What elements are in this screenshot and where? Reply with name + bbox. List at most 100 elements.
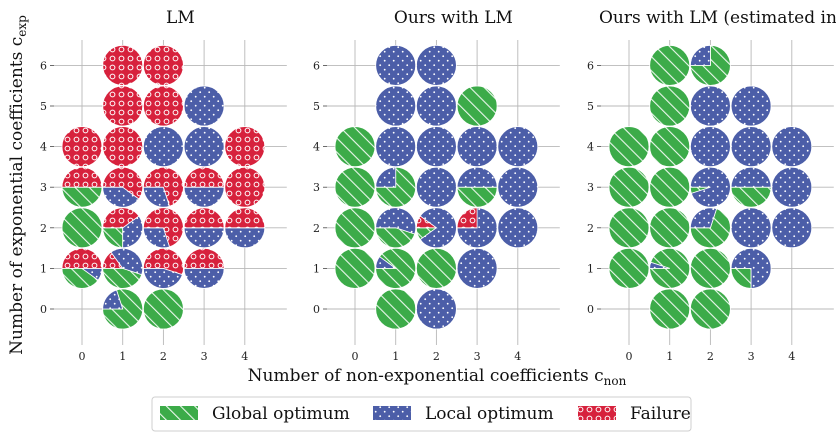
x-tick-label: 2	[433, 350, 440, 363]
pie-slice-local	[771, 166, 813, 208]
pie-4-2	[497, 207, 539, 249]
pie-slice-global	[61, 207, 103, 249]
legend-item-global: Global optimum	[160, 404, 350, 424]
pie-2-3	[689, 166, 731, 208]
pie-slice-local	[375, 126, 417, 168]
pie-slice-global	[334, 247, 376, 289]
pie-slice-local	[415, 85, 457, 127]
pie-slice-local	[415, 126, 457, 168]
pie-2-4	[142, 126, 184, 168]
x-tick-label: 4	[788, 350, 795, 363]
pie-slice-failure	[102, 251, 124, 269]
y-tick-label: 0	[587, 303, 594, 316]
pie-2-3	[142, 166, 184, 208]
x-axis-label: Number of non-exponential coefficients c…	[248, 366, 627, 388]
pie-slice-global	[334, 166, 376, 208]
pie-slice-local	[224, 227, 266, 249]
pie-slice-local	[456, 247, 498, 289]
pie-slice-failure	[142, 207, 184, 248]
y-tick-label: 6	[40, 59, 47, 72]
pie-slice-local	[649, 261, 670, 269]
pie-slice-failure	[224, 207, 266, 229]
pie-1-3	[102, 166, 144, 208]
chart-panel-2: 0 1 2 3 4 0 1 2 3 4 5 6 Ours with LM	[313, 8, 560, 363]
pie-4-4	[224, 126, 266, 168]
pie-slice-local	[690, 126, 731, 168]
x-tick-label: 3	[474, 350, 481, 363]
pie-3-2	[456, 207, 498, 249]
pie-1-1	[375, 248, 417, 289]
pie-slice-local	[183, 85, 225, 127]
pie-3-3	[730, 166, 772, 208]
pie-0-4	[608, 126, 650, 168]
legend-frame	[151, 396, 692, 432]
pie-slice-failure	[142, 166, 184, 207]
pie-4-3	[224, 166, 266, 208]
pie-4-3	[771, 166, 813, 208]
x-tick-label: 2	[160, 350, 167, 363]
pie-3-2	[183, 207, 225, 249]
pie-0-4	[61, 126, 103, 168]
pie-2-2	[689, 207, 731, 249]
y-tick-label: 4	[313, 141, 320, 154]
pie-3-5	[730, 85, 772, 127]
x-tick-label: 0	[352, 350, 359, 363]
y-tick-label: 3	[40, 181, 47, 194]
pie-slice-global	[649, 85, 691, 127]
pie-slice-local	[730, 166, 772, 188]
pie-2-5	[415, 85, 457, 127]
pie-slice-local	[415, 166, 457, 208]
pie-slice-local	[375, 207, 417, 235]
pie-4-2	[771, 207, 813, 249]
pie-slice-failure	[102, 126, 144, 168]
pie-slice-local	[183, 227, 225, 249]
y-tick-label: 4	[587, 141, 594, 154]
pie-slice-global	[689, 44, 731, 86]
legend-label: Failure	[630, 404, 691, 424]
y-tick-label: 0	[313, 303, 320, 316]
pie-slice-failure	[61, 248, 103, 269]
pie-slice-global	[102, 268, 143, 289]
pie-1-4	[102, 126, 144, 168]
pie-slice-local	[183, 126, 225, 168]
pie-slice-local	[497, 166, 539, 208]
pie-slice-global	[608, 166, 650, 208]
pie-slice-failure	[183, 207, 225, 229]
y-tick-label: 4	[40, 141, 47, 154]
pie-slice-global	[375, 166, 417, 208]
x-tick-label: 0	[626, 350, 633, 363]
pie-slice-local	[102, 186, 140, 208]
pie-0-3	[61, 166, 103, 208]
pie-2-1	[142, 248, 184, 289]
pie-1-0	[375, 288, 417, 330]
pie-slice-local	[375, 85, 417, 127]
x-tick-label: 2	[707, 350, 714, 363]
pie-slice-local	[375, 166, 397, 188]
pie-1-5	[649, 85, 691, 127]
pie-2-6	[415, 45, 457, 86]
pie-0-3	[334, 166, 376, 208]
pie-2-2	[415, 207, 457, 249]
y-tick-label: 2	[587, 222, 594, 235]
pie-slice-global	[649, 126, 691, 168]
pie-slice-local	[142, 186, 171, 208]
pie-slice-global	[456, 186, 498, 208]
pie-slice-local	[142, 227, 171, 249]
pie-2-1	[690, 247, 731, 289]
chart-panel-1: 0 1 2 3 4 0 1 2 3 4 5 6 LM	[40, 8, 287, 363]
pie-1-0	[649, 288, 691, 330]
pie-slice-global	[102, 227, 124, 249]
pie-slice-global	[61, 268, 99, 289]
pie-slice-global	[649, 45, 691, 86]
pie-1-4	[375, 126, 417, 168]
pie-slice-local	[730, 207, 772, 249]
y-tick-label: 5	[587, 100, 594, 113]
pie-slice-local	[102, 289, 124, 310]
x-tick-label: 4	[514, 350, 521, 363]
pie-slice-local	[689, 207, 718, 229]
pie-1-1	[649, 248, 691, 289]
pie-3-4	[730, 126, 772, 168]
pie-1-6	[102, 45, 144, 86]
pie-2-0	[415, 288, 457, 330]
pie-slice-global	[375, 227, 416, 249]
